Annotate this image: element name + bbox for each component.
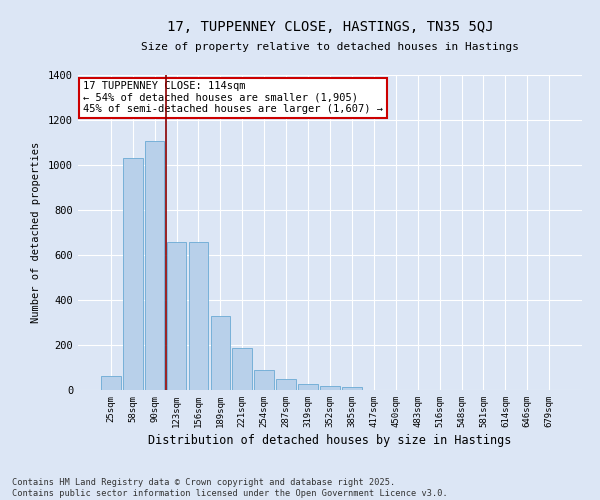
Bar — [145, 142, 164, 390]
Bar — [211, 316, 230, 390]
Y-axis label: Number of detached properties: Number of detached properties — [31, 142, 41, 323]
Bar — [232, 348, 252, 390]
X-axis label: Distribution of detached houses by size in Hastings: Distribution of detached houses by size … — [148, 434, 512, 447]
Bar — [167, 242, 187, 390]
Bar — [123, 158, 143, 390]
Bar — [254, 370, 274, 390]
Bar — [298, 384, 318, 390]
Text: Contains HM Land Registry data © Crown copyright and database right 2025.
Contai: Contains HM Land Registry data © Crown c… — [12, 478, 448, 498]
Bar — [101, 376, 121, 390]
Text: Size of property relative to detached houses in Hastings: Size of property relative to detached ho… — [141, 42, 519, 52]
Bar — [276, 379, 296, 390]
Text: 17 TUPPENNEY CLOSE: 114sqm
← 54% of detached houses are smaller (1,905)
45% of s: 17 TUPPENNEY CLOSE: 114sqm ← 54% of deta… — [83, 82, 383, 114]
Text: 17, TUPPENNEY CLOSE, HASTINGS, TN35 5QJ: 17, TUPPENNEY CLOSE, HASTINGS, TN35 5QJ — [167, 20, 493, 34]
Bar — [320, 386, 340, 390]
Bar — [188, 242, 208, 390]
Bar — [342, 388, 362, 390]
